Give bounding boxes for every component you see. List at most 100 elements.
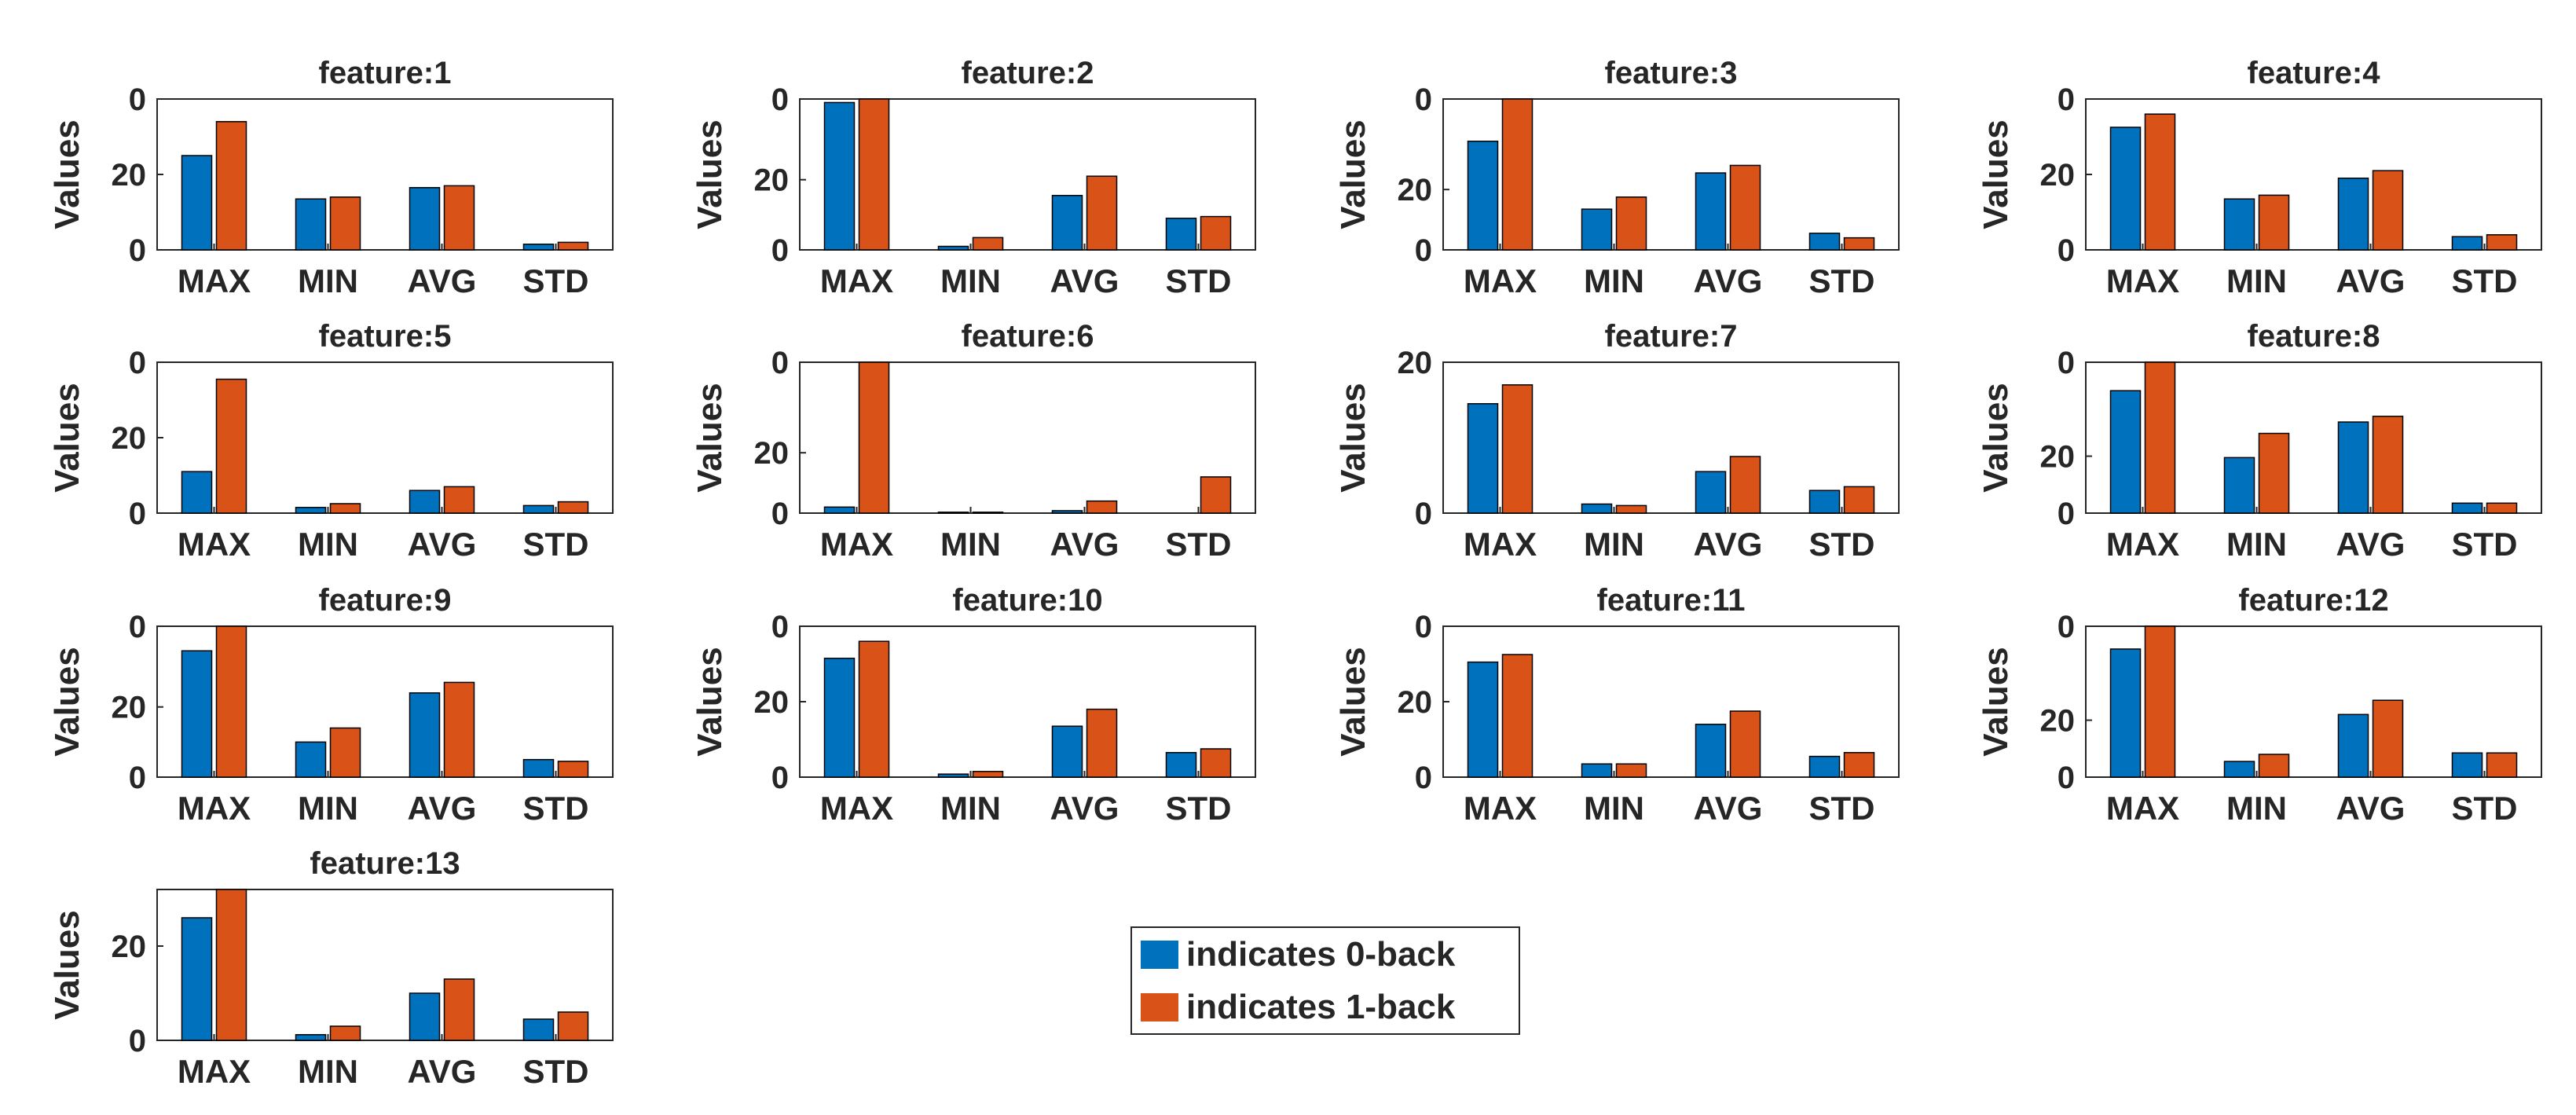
bar-0back-min: [295, 198, 327, 251]
legend-label-0back: indicates 0-back: [1186, 935, 1456, 974]
bar-1back-std: [1200, 476, 1232, 514]
y-tick-label: 0: [129, 497, 146, 531]
x-tick-label: STD: [2452, 526, 2518, 563]
y-axis-label: Values: [1977, 647, 2015, 756]
x-tick-label: AVG: [2336, 526, 2406, 563]
bar-1back-std: [1843, 237, 1875, 251]
bar-1back-max: [2144, 361, 2176, 514]
bar-1back-max: [215, 625, 247, 778]
subplot-feature-13: feature:13 Values 0 20 MAX MIN AVG STD: [48, 846, 614, 1090]
x-tick-label: STD: [1809, 790, 1875, 827]
y-axis-label: Values: [1334, 647, 1372, 756]
bar-0back-min: [937, 245, 969, 251]
y-tick-label-top: 0: [771, 83, 789, 117]
x-tick-label: MAX: [820, 790, 893, 827]
bar-1back-std: [1843, 486, 1875, 514]
subplot-title: feature:2: [962, 56, 1094, 90]
bar-1back-std: [557, 501, 589, 514]
bar-1back-min: [972, 771, 1004, 778]
bar-0back-avg: [409, 490, 441, 514]
bar-1back-avg: [1729, 164, 1761, 251]
bar-0back-std: [1165, 218, 1197, 251]
bar-1back-max: [1501, 98, 1534, 251]
bar-0back-max: [2109, 127, 2142, 251]
x-tick-label: STD: [523, 526, 589, 563]
bar-0back-min: [937, 512, 969, 514]
x-tick-label: AVG: [408, 1053, 477, 1090]
y-axis-label: Values: [1334, 119, 1372, 229]
subplot-feature-7: feature:7 Values 0 20 MAX MIN AVG STD: [1334, 319, 1900, 563]
x-tick-label: MAX: [178, 526, 251, 563]
bar-1back-min: [329, 727, 361, 778]
bar-0back-avg: [1695, 172, 1727, 251]
y-tick-label-top: 0: [1415, 610, 1432, 644]
x-tick-label: STD: [2452, 262, 2518, 299]
x-tick-label: MIN: [1584, 526, 1644, 563]
bar-0back-min: [2223, 457, 2255, 514]
subplot-title: feature:12: [2238, 583, 2388, 618]
bar-0back-avg: [2337, 713, 2369, 778]
y-tick-label: 20: [1398, 685, 1433, 720]
y-tick-label: 0: [1415, 497, 1432, 531]
x-tick-label: MIN: [940, 526, 1001, 563]
x-tick-label: MAX: [820, 262, 893, 299]
x-tick-label: STD: [523, 1053, 589, 1090]
y-tick-label-top: 0: [1415, 83, 1432, 117]
y-tick-label: 0: [1415, 761, 1432, 795]
y-tick-label: 0: [129, 1024, 146, 1058]
bar-1back-std: [557, 1011, 589, 1041]
subplot-feature-1: feature:1 Values 0 20 0 MAX MIN AVG STD: [48, 56, 614, 299]
y-tick-label: 0: [1415, 233, 1432, 268]
y-axis-label: Values: [1977, 119, 2015, 229]
bar-0back-min: [1581, 503, 1613, 514]
bar-1back-max: [858, 361, 890, 514]
x-tick-label: STD: [523, 790, 589, 827]
bar-0back-min: [1581, 763, 1613, 778]
y-axis-label: Values: [691, 383, 729, 492]
bar-1back-avg: [1086, 175, 1118, 251]
bar-0back-std: [522, 504, 555, 514]
bar-0back-std: [2451, 752, 2483, 778]
legend-label-1back: indicates 1-back: [1186, 988, 1456, 1026]
x-tick-label: MIN: [298, 526, 358, 563]
bar-0back-std: [1808, 490, 1841, 514]
x-tick-label: STD: [1809, 526, 1875, 563]
x-tick-label: MAX: [2106, 790, 2179, 827]
bar-1back-std: [1200, 748, 1232, 778]
x-tick-label: STD: [1166, 790, 1232, 827]
subplot-feature-12: feature:12 Values 0 20 0 MAX MIN AVG STD: [1977, 583, 2542, 827]
bar-0back-avg: [1051, 725, 1083, 778]
bar-1back-avg: [1086, 500, 1118, 514]
subplot-title: feature:7: [1605, 319, 1738, 354]
subplot-title: feature:13: [310, 846, 460, 881]
y-tick-label-top: 0: [2058, 346, 2075, 380]
y-tick-label-top: 0: [2058, 83, 2075, 117]
y-tick-label: 20: [2040, 440, 2076, 475]
x-tick-label: MIN: [2226, 790, 2287, 827]
bar-0back-min: [295, 741, 327, 778]
x-tick-label: MIN: [940, 262, 1001, 299]
bar-0back-min: [2223, 198, 2255, 251]
y-tick-label: 20: [2040, 158, 2076, 193]
x-tick-label: MAX: [2106, 262, 2179, 299]
y-axis-label: Values: [1334, 383, 1372, 492]
x-tick-label: MIN: [2226, 262, 2287, 299]
y-tick-label: 0: [129, 761, 146, 795]
x-tick-label: MAX: [178, 262, 251, 299]
bar-0back-max: [1467, 661, 1499, 778]
bar-0back-max: [181, 155, 213, 251]
bar-1back-avg: [443, 978, 475, 1041]
bar-0back-max: [2109, 648, 2142, 778]
x-tick-label: MAX: [820, 526, 893, 563]
bar-0back-std: [1808, 233, 1841, 251]
bar-1back-min: [972, 512, 1004, 514]
bar-0back-max: [181, 471, 213, 514]
bar-0back-avg: [409, 692, 441, 778]
bar-1back-std: [2486, 234, 2518, 251]
bar-1back-std: [2486, 752, 2518, 778]
x-tick-label: AVG: [1050, 262, 1119, 299]
x-tick-label: AVG: [408, 790, 477, 827]
bar-0back-std: [2451, 236, 2483, 251]
bar-1back-avg: [1729, 456, 1761, 514]
